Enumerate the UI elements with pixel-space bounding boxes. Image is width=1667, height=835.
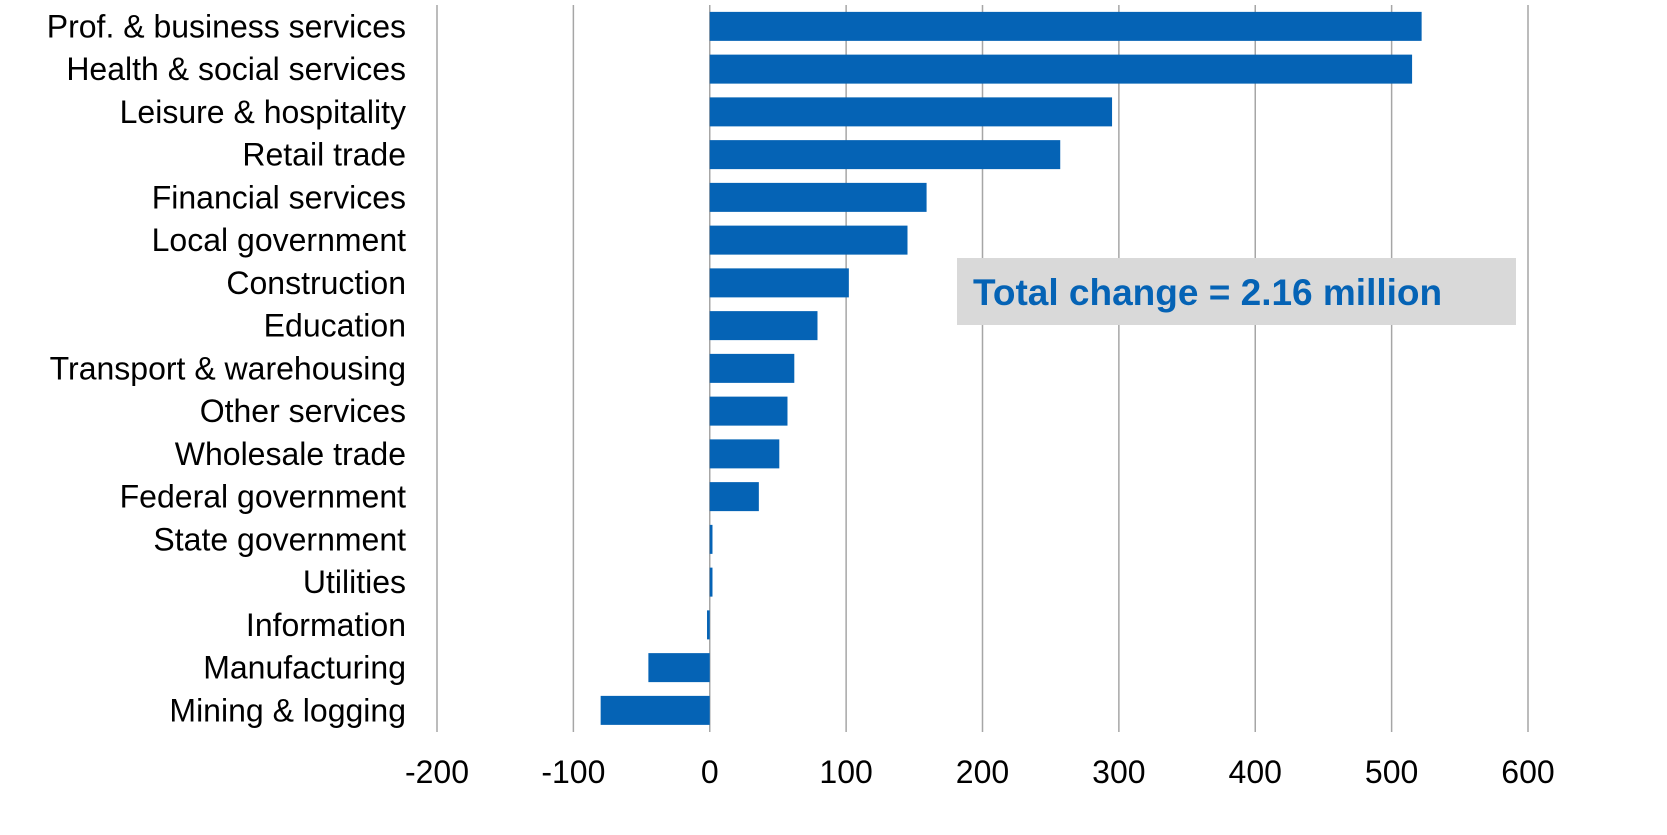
category-label: Leisure & hospitality [120,94,406,130]
annotation-box [957,258,1516,325]
bar [709,439,780,469]
bar [709,311,818,341]
x-tick-label: 400 [1229,754,1282,790]
category-label: Prof. & business services [47,8,406,44]
bar [709,268,849,298]
category-label: Information [246,607,406,643]
category-label: Utilities [303,564,406,600]
bar [600,695,710,725]
x-tick-label: 0 [701,754,719,790]
x-tick-label: 600 [1501,754,1554,790]
category-label: Manufacturing [203,650,406,686]
bar [709,11,1422,41]
category-label: Transport & warehousing [50,350,406,386]
bar [709,97,1113,127]
bar [709,567,713,597]
bar [709,54,1413,84]
category-label: Retail trade [242,137,406,173]
x-tick-label: 300 [1092,754,1145,790]
category-label: Other services [200,393,406,429]
bar [709,353,795,383]
bar [709,396,788,426]
x-tick-label: -200 [405,754,469,790]
category-labels: Prof. & business services Health & social… [47,8,406,728]
bar [709,182,927,212]
bar [709,524,713,554]
category-label: Federal government [120,479,406,515]
category-label: Education [264,308,406,344]
category-label: Local government [152,222,406,258]
x-tick-label: 200 [956,754,1009,790]
x-tick-label: -100 [541,754,605,790]
category-label: State government [153,521,406,557]
bars [600,11,1422,725]
annotation-text: Total change = 2.16 million [973,272,1442,313]
total-change-annotation: Total change = 2.16 million [957,258,1516,325]
bar [648,653,710,683]
category-label: Mining & logging [169,692,406,728]
category-label: Financial services [152,179,406,215]
x-tick-label: 500 [1365,754,1418,790]
category-label: Construction [226,265,406,301]
bar [707,610,710,640]
category-label: Health & social services [66,51,406,87]
bar [709,482,759,512]
category-label: Wholesale trade [175,436,406,472]
x-axis-tick-labels: -200 -100 0 100 200 300 400 500 600 [405,754,1555,790]
x-tick-label: 100 [819,754,872,790]
bar [709,140,1061,170]
bar [709,225,908,255]
